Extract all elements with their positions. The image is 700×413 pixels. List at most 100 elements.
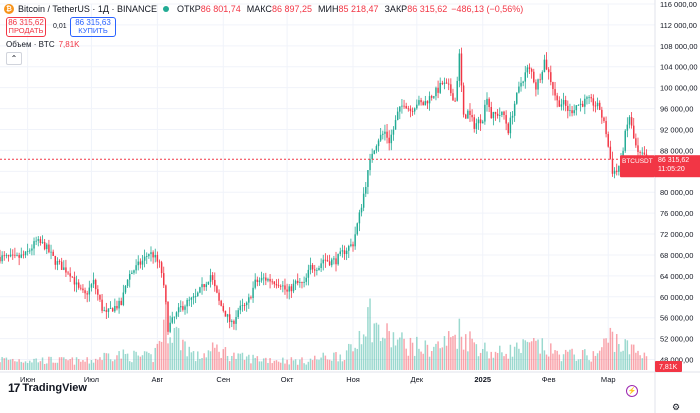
candle-body bbox=[530, 69, 533, 72]
volume-label: 7,81K bbox=[655, 361, 682, 372]
volume-bar bbox=[411, 342, 414, 370]
volume-bar bbox=[392, 332, 395, 370]
candle-body bbox=[63, 267, 65, 270]
volume-bar bbox=[435, 343, 437, 370]
volume-bar bbox=[611, 331, 614, 370]
candle-body bbox=[58, 261, 61, 262]
candle-body bbox=[503, 111, 505, 116]
volume-bar bbox=[120, 358, 122, 370]
candle-body bbox=[484, 104, 486, 122]
volume-bar bbox=[367, 307, 369, 370]
volume-bar bbox=[16, 361, 18, 370]
volume-bar bbox=[341, 361, 344, 370]
candle-body bbox=[197, 292, 199, 296]
volume-bar bbox=[222, 349, 225, 370]
volume-bar bbox=[201, 358, 203, 370]
candle-body bbox=[296, 280, 299, 283]
volume-bar bbox=[537, 339, 539, 370]
candle-body bbox=[139, 261, 142, 265]
candle-body bbox=[65, 267, 67, 273]
candle-body bbox=[458, 53, 461, 81]
volume-legend[interactable]: Объем · BTC 7,81K bbox=[6, 40, 80, 49]
candle-body bbox=[311, 264, 314, 270]
volume-bar bbox=[331, 360, 333, 370]
candle-body bbox=[309, 264, 312, 270]
symbol-title[interactable]: Bitcoin / TetherUS · 1Д · BINANCE bbox=[18, 4, 157, 14]
candle-body bbox=[403, 105, 405, 107]
candle-body bbox=[501, 111, 503, 116]
volume-bar bbox=[573, 354, 575, 370]
lightning-icon[interactable]: ⚡ bbox=[626, 385, 638, 397]
volume-bar bbox=[192, 351, 195, 370]
candle-body bbox=[437, 87, 439, 93]
volume-bar bbox=[505, 353, 507, 370]
volume-bar bbox=[199, 358, 201, 370]
price-tick-label: 56 000,00 bbox=[660, 314, 693, 323]
volume-bar bbox=[256, 356, 259, 370]
volume-bar bbox=[80, 361, 82, 370]
volume-bar bbox=[148, 352, 150, 370]
volume-bar bbox=[499, 345, 501, 370]
volume-bar bbox=[150, 354, 152, 370]
candle-body bbox=[586, 97, 588, 99]
volume-bar bbox=[379, 341, 382, 370]
volume-bar bbox=[180, 350, 182, 370]
volume-bar bbox=[133, 350, 135, 370]
time-tick-label: Мар bbox=[601, 375, 616, 384]
volume-bar bbox=[99, 357, 101, 370]
volume-bar bbox=[60, 357, 63, 370]
volume-bar bbox=[375, 322, 378, 370]
volume-bar bbox=[175, 326, 178, 370]
candle-body bbox=[52, 251, 54, 256]
volume-legend-value: 7,81K bbox=[58, 40, 80, 49]
candle-body bbox=[18, 255, 20, 258]
candle-body bbox=[603, 117, 605, 122]
volume-bar bbox=[603, 338, 605, 370]
candle-body bbox=[384, 131, 386, 134]
candle-body bbox=[426, 101, 429, 104]
volume-bar bbox=[241, 352, 244, 370]
volume-bar bbox=[639, 355, 641, 370]
candle-body bbox=[322, 259, 324, 264]
volume-bar bbox=[613, 351, 616, 370]
close-label: ЗАКР bbox=[384, 4, 408, 14]
volume-legend-label: Объем · BTC bbox=[6, 40, 55, 49]
buy-label: КУПИТЬ bbox=[78, 26, 108, 35]
candle-body bbox=[382, 133, 384, 135]
volume-bar bbox=[526, 341, 529, 370]
gear-icon[interactable]: ⚙ bbox=[672, 402, 681, 412]
volume-bar bbox=[116, 355, 118, 370]
candle-body bbox=[273, 281, 276, 285]
symbol-header[interactable]: ₿ Bitcoin / TetherUS · 1Д · BINANCE ОТКР… bbox=[4, 2, 527, 16]
candle-body bbox=[48, 244, 50, 253]
price-tick-label: 48 000,00 bbox=[660, 356, 693, 365]
candle-body bbox=[516, 92, 518, 104]
candle-body bbox=[554, 89, 556, 96]
volume-bar bbox=[275, 360, 278, 370]
volume-bar bbox=[143, 351, 146, 370]
candle-body bbox=[518, 86, 520, 93]
volume-bar bbox=[416, 336, 418, 370]
buy-button[interactable]: 86 315,63 КУПИТЬ bbox=[70, 17, 116, 37]
volume-bar bbox=[433, 346, 435, 370]
candle-body bbox=[14, 254, 16, 256]
tradingview-logo[interactable]: 17 TradingView bbox=[8, 381, 87, 395]
tradingview-logo-icon: 17 bbox=[8, 381, 20, 395]
candle-body bbox=[122, 292, 125, 305]
volume-bar bbox=[596, 353, 599, 370]
time-tick-label: 2025 bbox=[474, 375, 491, 384]
candle-body bbox=[575, 105, 578, 111]
candle-body bbox=[201, 284, 203, 288]
volume-bar bbox=[0, 362, 1, 370]
candle-body bbox=[184, 306, 186, 310]
sell-button[interactable]: 86 315,62 ПРОДАТЬ bbox=[6, 17, 46, 37]
chevron-up-icon[interactable]: ⌃ bbox=[6, 52, 22, 65]
candle-body bbox=[326, 260, 329, 262]
candle-body bbox=[160, 262, 163, 274]
volume-bar bbox=[265, 357, 267, 370]
volume-bar bbox=[486, 351, 488, 370]
candle-body bbox=[80, 287, 82, 289]
price-tick-label: 100 000,00 bbox=[660, 84, 698, 93]
volume-bar bbox=[309, 358, 312, 370]
